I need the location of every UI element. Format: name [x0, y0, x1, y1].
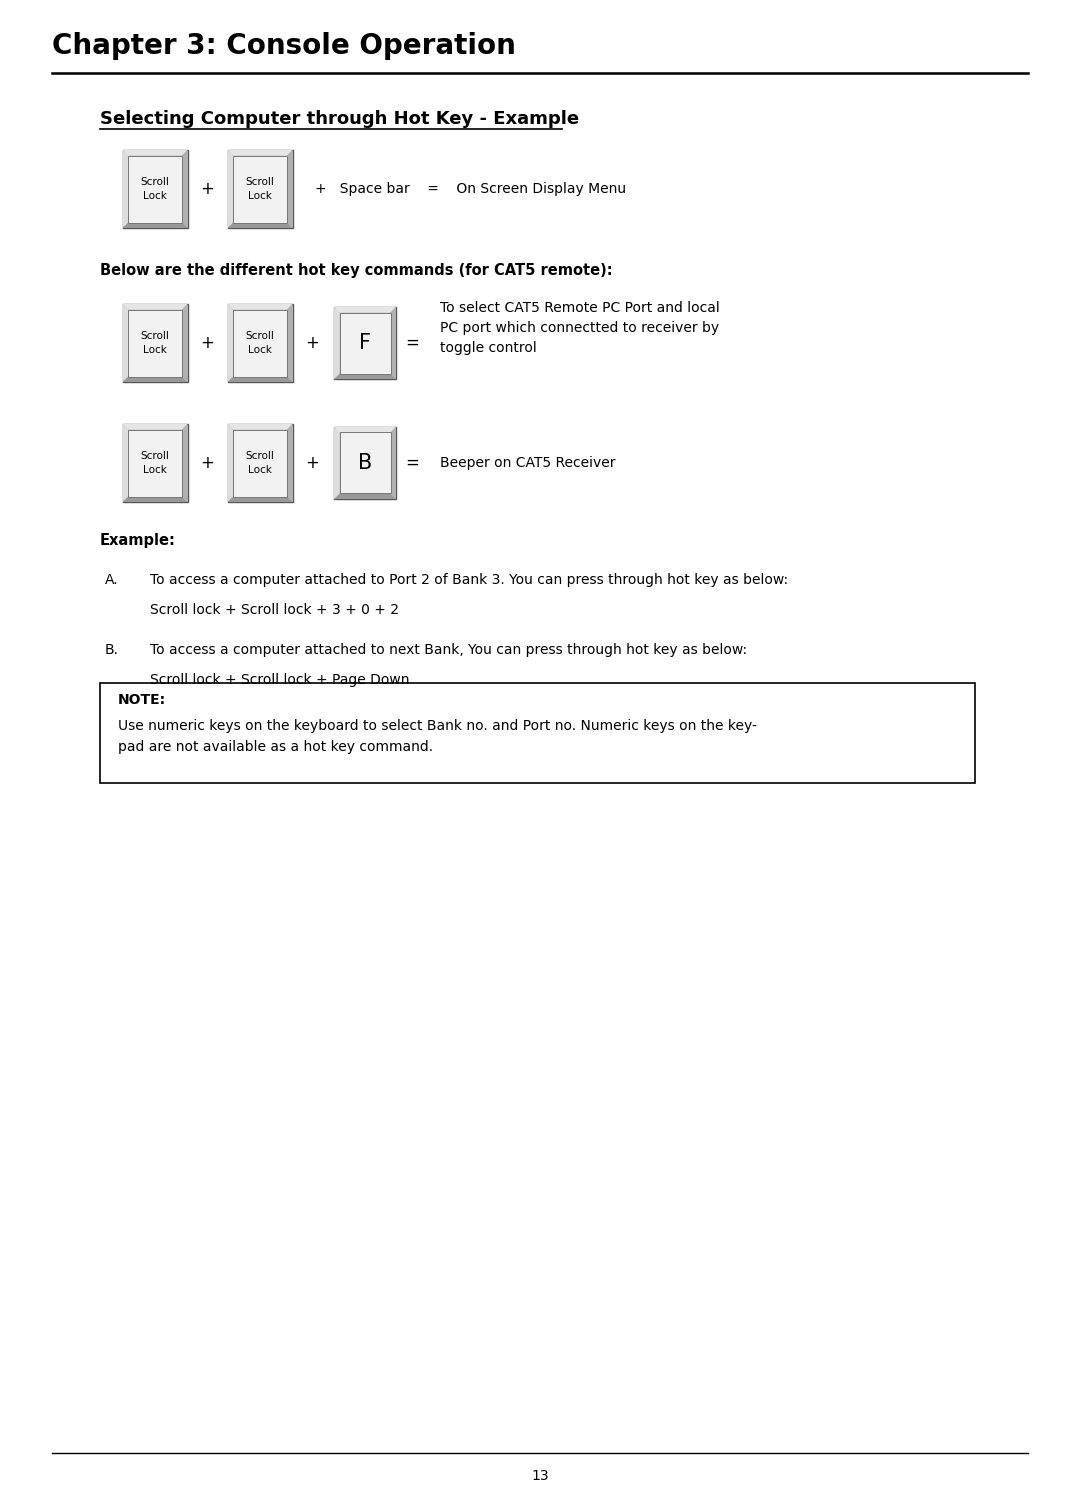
Polygon shape: [391, 308, 396, 378]
Polygon shape: [228, 423, 233, 501]
Bar: [100, 683, 975, 784]
Text: Selecting Computer through Hot Key - Example: Selecting Computer through Hot Key - Exa…: [100, 110, 579, 128]
Polygon shape: [122, 305, 129, 381]
Polygon shape: [334, 426, 339, 498]
Text: +: +: [305, 453, 319, 471]
Text: To access a computer attached to next Bank, You can press through hot key as bel: To access a computer attached to next Ba…: [150, 642, 747, 657]
Polygon shape: [334, 374, 396, 378]
Polygon shape: [287, 423, 293, 501]
Text: Scroll
Lock: Scroll Lock: [245, 177, 274, 201]
Text: Scroll
Lock: Scroll Lock: [245, 452, 274, 474]
Polygon shape: [122, 497, 188, 501]
Polygon shape: [334, 308, 339, 378]
Text: NOTE:: NOTE:: [118, 693, 166, 707]
Bar: [129, 156, 183, 222]
Text: +: +: [200, 453, 214, 471]
Text: Below are the different hot key commands (for CAT5 remote):: Below are the different hot key commands…: [100, 264, 612, 279]
Text: +: +: [200, 180, 214, 198]
Text: Scroll lock + Scroll lock + 3 + 0 + 2: Scroll lock + Scroll lock + 3 + 0 + 2: [150, 603, 399, 617]
Text: Scroll lock + Scroll lock + Page Down: Scroll lock + Scroll lock + Page Down: [150, 672, 409, 687]
Text: Chapter 3: Console Operation: Chapter 3: Console Operation: [52, 32, 516, 60]
Text: Example:: Example:: [100, 533, 176, 548]
Bar: [334, 426, 396, 498]
Polygon shape: [287, 150, 293, 228]
Polygon shape: [183, 150, 188, 228]
Text: Scroll
Lock: Scroll Lock: [140, 332, 170, 354]
Polygon shape: [122, 423, 129, 501]
Polygon shape: [228, 305, 233, 381]
Text: +   Space bar    =    On Screen Display Menu: + Space bar = On Screen Display Menu: [315, 182, 626, 197]
Polygon shape: [122, 423, 188, 429]
Polygon shape: [228, 150, 293, 156]
Bar: [122, 423, 188, 501]
Text: Scroll
Lock: Scroll Lock: [245, 332, 274, 354]
Text: Scroll
Lock: Scroll Lock: [140, 177, 170, 201]
Text: To select CAT5 Remote PC Port and local
PC port which connectted to receiver by
: To select CAT5 Remote PC Port and local …: [440, 300, 719, 356]
Text: +: +: [200, 335, 214, 353]
Bar: [334, 308, 396, 378]
Text: Use numeric keys on the keyboard to select Bank no. and Port no. Numeric keys on: Use numeric keys on the keyboard to sele…: [118, 719, 757, 754]
Polygon shape: [122, 305, 188, 309]
Bar: [233, 309, 287, 377]
Polygon shape: [122, 222, 188, 228]
Text: =: =: [405, 453, 419, 471]
Bar: [122, 305, 188, 381]
Polygon shape: [334, 308, 396, 312]
Bar: [122, 150, 188, 228]
Text: =: =: [405, 335, 419, 353]
Polygon shape: [391, 426, 396, 498]
Polygon shape: [228, 423, 293, 429]
Text: +: +: [305, 335, 319, 353]
Text: Scroll
Lock: Scroll Lock: [140, 452, 170, 474]
Polygon shape: [228, 305, 293, 309]
Polygon shape: [122, 150, 129, 228]
Bar: [339, 432, 391, 494]
Polygon shape: [228, 150, 233, 228]
Text: F: F: [359, 333, 372, 353]
Bar: [228, 150, 293, 228]
Text: 13: 13: [531, 1469, 549, 1483]
Bar: [228, 305, 293, 381]
Text: A.: A.: [105, 573, 119, 587]
Text: Beeper on CAT5 Receiver: Beeper on CAT5 Receiver: [440, 456, 616, 470]
Bar: [228, 423, 293, 501]
Text: To access a computer attached to Port 2 of Bank 3. You can press through hot key: To access a computer attached to Port 2 …: [150, 573, 788, 587]
Bar: [129, 429, 183, 497]
Polygon shape: [183, 305, 188, 381]
Polygon shape: [122, 377, 188, 381]
Polygon shape: [228, 497, 293, 501]
Polygon shape: [334, 494, 396, 498]
Polygon shape: [228, 377, 293, 381]
Text: B.: B.: [105, 642, 119, 657]
Bar: [129, 309, 183, 377]
Polygon shape: [228, 222, 293, 228]
Polygon shape: [287, 305, 293, 381]
Polygon shape: [122, 150, 188, 156]
Bar: [233, 156, 287, 222]
Polygon shape: [183, 423, 188, 501]
Text: B: B: [357, 453, 373, 473]
Bar: [339, 312, 391, 374]
Bar: [233, 429, 287, 497]
Polygon shape: [334, 426, 396, 432]
